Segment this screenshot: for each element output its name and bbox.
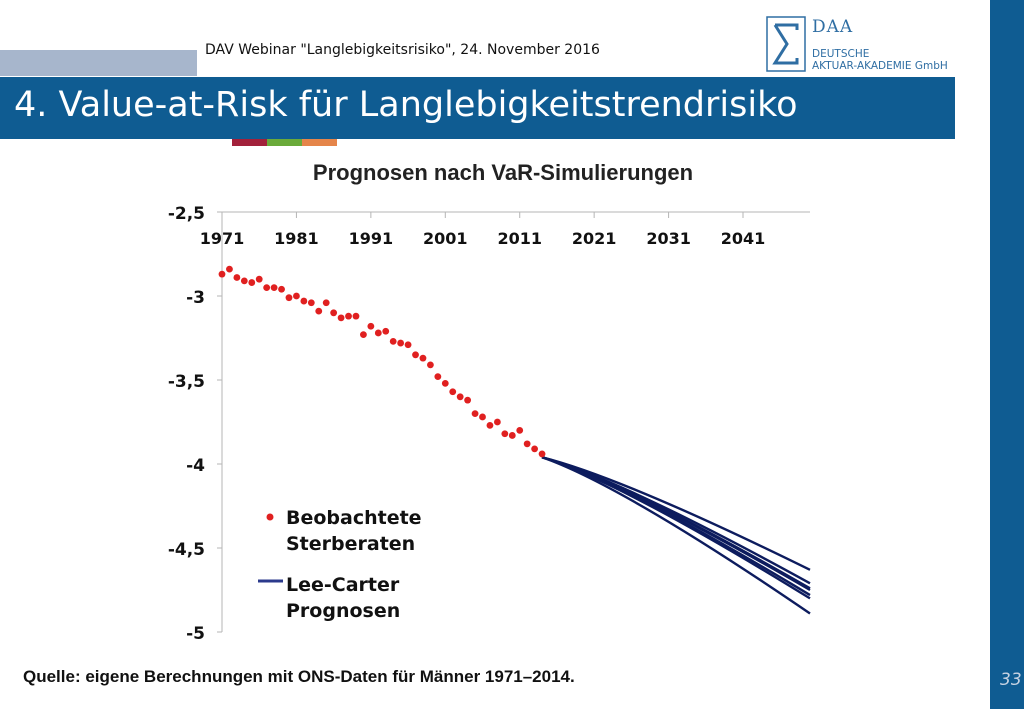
x-tick-label: 2001 xyxy=(423,229,468,248)
page-number: 33 xyxy=(1000,670,1022,690)
y-tick-label: -3,5 xyxy=(168,372,205,392)
forecast-line xyxy=(541,456,811,615)
observed-point xyxy=(449,388,457,396)
legend-observed-marker xyxy=(266,513,274,521)
observed-point xyxy=(233,274,241,281)
observed-points xyxy=(218,265,546,458)
sigma-logo-icon xyxy=(766,16,806,72)
observed-point xyxy=(456,393,464,401)
legend-observed-label-2: Sterberaten xyxy=(286,533,415,555)
observed-point xyxy=(493,418,501,426)
legend-forecast-label-1: Lee-Carter xyxy=(286,574,400,596)
observed-point xyxy=(427,361,434,369)
accent-strip-red xyxy=(232,139,267,146)
side-bar xyxy=(990,0,1024,709)
x-tick-label: 2011 xyxy=(497,229,542,248)
source-note: Quelle: eigene Berechnungen mit ONS-Date… xyxy=(23,667,575,686)
chart-axes: -2,5 -3 -3,5 -4 -4,5 -5 1971 1981 1991 2001 2011 20… xyxy=(168,204,810,644)
observed-point xyxy=(315,307,323,315)
observed-point xyxy=(240,277,248,285)
observed-point xyxy=(337,314,345,322)
observed-point xyxy=(352,312,360,320)
forecast-line xyxy=(541,456,811,590)
observed-point xyxy=(389,337,397,345)
legend-observed-label-1: Beobachtete xyxy=(286,507,422,529)
y-tick-label: -4,5 xyxy=(168,540,205,560)
chart-title: Prognosen nach VaR-Simulierungen xyxy=(312,160,694,185)
observed-point xyxy=(285,294,293,302)
accent-strip-green xyxy=(267,139,302,146)
observed-point xyxy=(464,396,472,404)
logo-line-1: DEUTSCHE xyxy=(812,48,870,60)
observed-point xyxy=(516,427,524,434)
observed-point xyxy=(278,285,285,293)
observed-point xyxy=(523,440,531,448)
observed-point xyxy=(263,284,271,291)
observed-point xyxy=(412,351,419,359)
accent-strip-orange xyxy=(302,139,337,146)
observed-point xyxy=(248,279,256,286)
observed-point xyxy=(307,299,315,307)
observed-point xyxy=(226,265,233,273)
observed-point xyxy=(382,327,390,335)
observed-point xyxy=(471,410,479,417)
title-band: 4. Value-at-Risk für Langlebigkeitstrend… xyxy=(0,77,955,139)
forecast-line xyxy=(541,456,811,600)
observed-point xyxy=(486,421,494,429)
x-tick-label: 1981 xyxy=(274,229,319,248)
observed-point xyxy=(501,430,509,438)
observed-point xyxy=(419,354,427,362)
observed-point xyxy=(345,312,352,320)
observed-point xyxy=(330,309,338,317)
observed-point xyxy=(508,432,516,439)
observed-point xyxy=(360,331,367,339)
observed-point xyxy=(322,299,330,307)
observed-point xyxy=(434,373,442,381)
x-tick-label: 2041 xyxy=(721,229,766,248)
daa-logo: DAA DEUTSCHE AKTUAR-AKADEMIE GmbH xyxy=(765,15,965,75)
webinar-caption: DAV Webinar "Langlebigkeitsrisiko", 24. … xyxy=(205,42,600,58)
y-tick-label: -5 xyxy=(186,624,205,644)
observed-point xyxy=(218,270,226,278)
forecast-lines xyxy=(541,456,811,615)
observed-point xyxy=(538,450,546,458)
y-tick-label: -4 xyxy=(186,456,205,476)
slide-title: 4. Value-at-Risk für Langlebigkeitstrend… xyxy=(14,85,798,125)
observed-point xyxy=(293,292,300,300)
chart-legend: Beobachtete Sterberaten Lee-Carter Progn… xyxy=(258,507,422,622)
x-tick-label: 1991 xyxy=(349,229,394,248)
observed-point xyxy=(404,341,412,349)
header-decor-bar xyxy=(0,50,197,76)
observed-point xyxy=(255,275,263,283)
observed-point xyxy=(441,379,449,387)
observed-point xyxy=(367,322,375,330)
x-tick-label: 2031 xyxy=(646,229,691,248)
observed-point xyxy=(479,413,486,421)
x-tick-label: 1971 xyxy=(200,229,245,248)
observed-point xyxy=(531,445,539,453)
y-tick-label: -3 xyxy=(186,288,205,308)
observed-point xyxy=(270,284,278,291)
observed-point xyxy=(374,329,382,337)
observed-point xyxy=(397,339,405,347)
observed-point xyxy=(300,297,308,305)
legend-forecast-label-2: Prognosen xyxy=(286,600,400,622)
x-tick-label: 2021 xyxy=(572,229,617,248)
y-tick-label: -2,5 xyxy=(168,204,205,224)
logo-abbreviation: DAA xyxy=(812,17,854,37)
logo-line-2: AKTUAR-AKADEMIE GmbH xyxy=(812,60,948,72)
